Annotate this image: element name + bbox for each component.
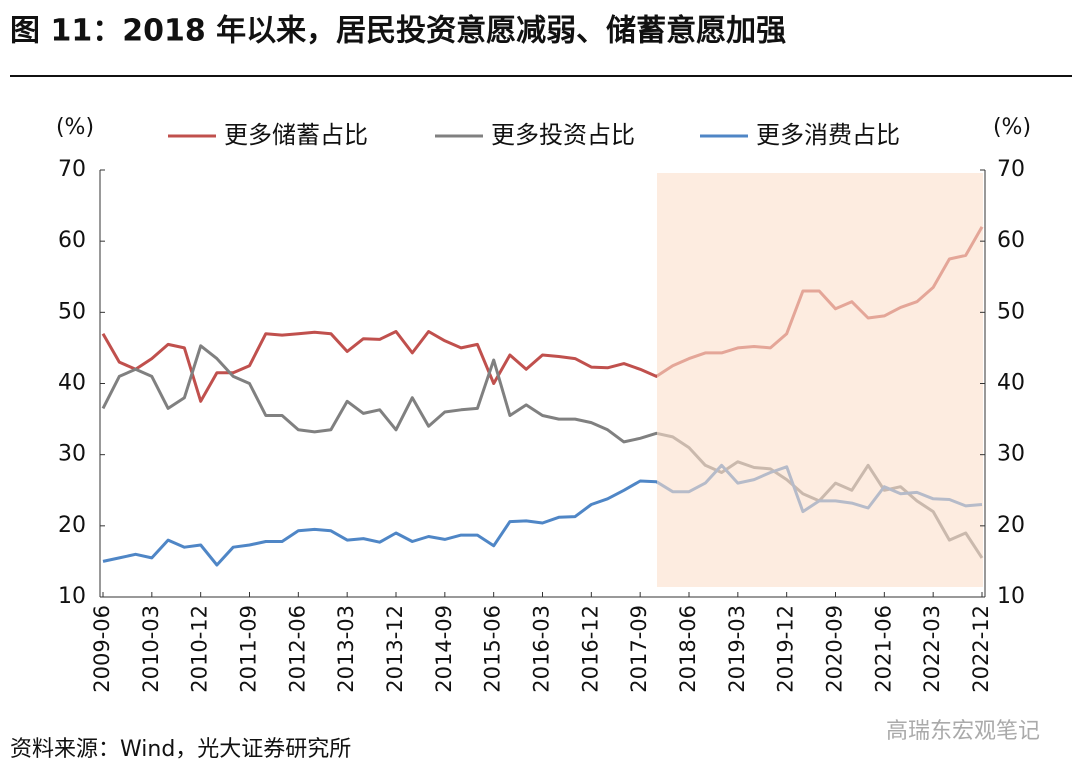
- y2-tick-label: 10: [997, 584, 1025, 609]
- y-tick-label: 60: [58, 228, 86, 253]
- highlight-region: [657, 173, 983, 587]
- x-tick-label: 2021-06: [871, 605, 895, 693]
- x-tick-label: 2014-09: [432, 605, 456, 693]
- x-tick-label: 2009-06: [90, 605, 114, 693]
- x-tick-label: 2016-12: [578, 605, 602, 693]
- x-tick-label: 2013-03: [334, 605, 358, 693]
- x-tick-label: 2010-12: [188, 605, 212, 693]
- x-tick-label: 2017-09: [627, 605, 651, 693]
- x-tick-label: 2010-03: [139, 605, 163, 693]
- y-tick-label: 70: [58, 157, 86, 182]
- y2-tick-label: 70: [997, 157, 1025, 182]
- x-tick-label: 2018-06: [676, 605, 700, 693]
- y-tick-label: 10: [58, 584, 86, 609]
- y2-tick-label: 50: [997, 299, 1025, 324]
- legend-label: 更多消费占比: [756, 121, 900, 149]
- legend-label: 更多投资占比: [491, 121, 635, 149]
- y2-tick-label: 40: [997, 371, 1025, 396]
- watermark: 高瑞东宏观笔记: [886, 719, 1040, 744]
- legend-label: 更多储蓄占比: [224, 121, 368, 149]
- x-tick-label: 2013-12: [383, 605, 407, 693]
- x-tick-label: 2022-03: [920, 605, 944, 693]
- y2-tick-label: 30: [997, 442, 1025, 467]
- x-tick-label: 2016-03: [530, 605, 554, 693]
- x-tick-label: 2019-12: [774, 605, 798, 693]
- y-tick-label: 30: [58, 442, 86, 467]
- y-tick-label: 20: [58, 513, 86, 538]
- x-tick-label: 2019-03: [725, 605, 749, 693]
- y2-tick-label: 60: [997, 228, 1025, 253]
- x-tick-label: 2011-09: [237, 605, 261, 693]
- source: 资料来源：Wind，光大证券研究所: [10, 737, 351, 762]
- y-tick-label: 40: [58, 371, 86, 396]
- axes: 10 20 30 40 50 60 70 10 20 30 40 50 60 70 2009-06 2010-…: [58, 157, 1025, 693]
- x-tick-label: 2012-06: [285, 605, 309, 693]
- y-tick-label: 50: [58, 299, 86, 324]
- x-tick-label: 2015-06: [481, 605, 505, 693]
- y2-tick-label: 20: [997, 513, 1025, 538]
- x-tick-label: 2020-09: [823, 605, 847, 693]
- y2-unit: (%): [993, 115, 1031, 140]
- y-unit: (%): [56, 115, 94, 140]
- chart-title: 图 11：2018 年以来，居民投资意愿减弱、储蓄意愿加强: [10, 14, 786, 49]
- x-tick-label: 2022-12: [969, 605, 993, 693]
